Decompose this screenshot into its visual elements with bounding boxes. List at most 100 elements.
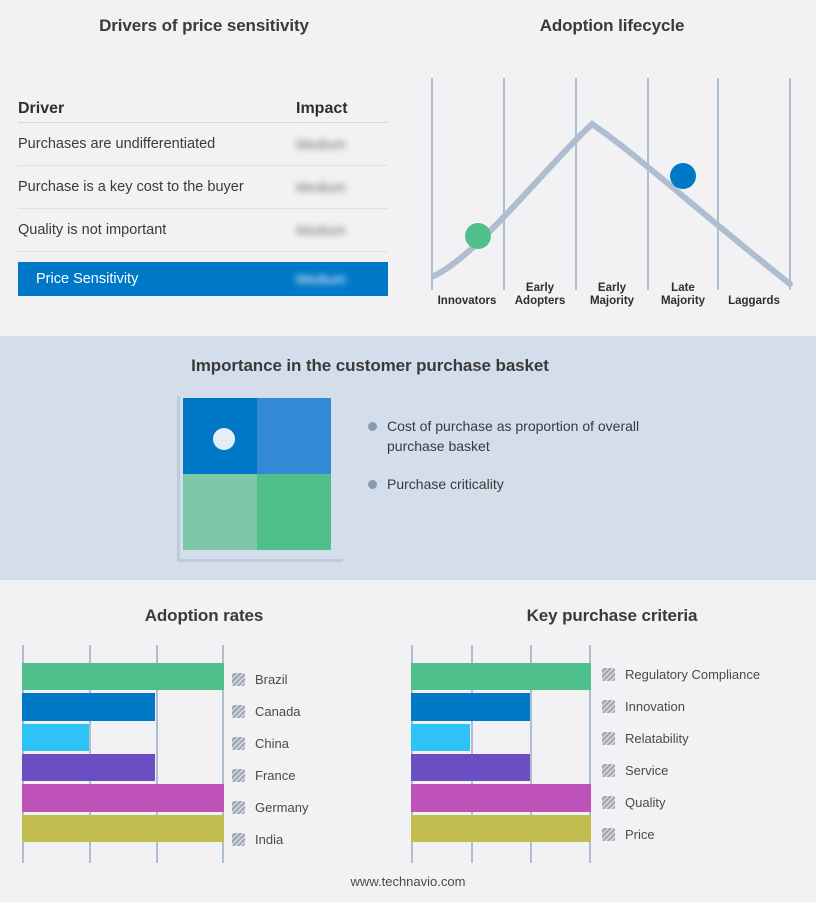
- driver-cell: Purchase is a key cost to the buyer: [18, 179, 244, 195]
- impact-cell-blurred: Medium: [296, 179, 346, 195]
- quadrant-x-axis: [177, 559, 343, 562]
- quadrant-cell-bottom-right: [257, 474, 331, 550]
- importance-legend: Cost of purchase as proportion of overal…: [368, 416, 668, 512]
- bottom-band-background: [0, 580, 816, 902]
- bar: [411, 693, 530, 721]
- hatched-swatch-icon: [602, 763, 615, 777]
- column-header-driver: Driver: [18, 100, 65, 117]
- bar: [22, 663, 224, 691]
- footer-url: www.technavio.com: [350, 874, 466, 889]
- green-marker-icon: [465, 223, 491, 249]
- bar: [22, 693, 156, 721]
- lifecycle-chart-svg: [431, 78, 793, 290]
- importance-panel-title: Importance in the customer purchase bask…: [191, 356, 549, 375]
- drivers-panel: Driver Impact Purchases are undifferenti…: [0, 0, 408, 336]
- segment-label-line2: Majority: [660, 295, 706, 307]
- segment-label-line1: Late: [671, 282, 695, 294]
- legend-item: India: [232, 823, 308, 855]
- bar: [22, 723, 89, 751]
- hatched-swatch-icon: [602, 731, 615, 745]
- segment-label-line2: Majority: [589, 295, 635, 307]
- drivers-panel-title: Drivers of price sensitivity: [99, 16, 309, 35]
- bar: [411, 784, 591, 812]
- quadrant-cell-bottom-left: [183, 474, 257, 550]
- legend-item: Innovation: [602, 690, 760, 722]
- legend-label: France: [255, 767, 296, 783]
- lifecycle-segment-early-adopters: Early Adopters: [504, 282, 576, 308]
- importance-legend-label: Cost of purchase as proportion of overal…: [387, 418, 640, 454]
- impact-cell-blurred: Medium: [296, 136, 346, 152]
- segment-label-line1: Innovators: [437, 295, 497, 307]
- bar: [411, 723, 471, 751]
- legend-item: Service: [602, 754, 760, 786]
- quadrant-cell-top-right: [257, 398, 331, 474]
- lifecycle-segment-laggards: Laggards: [718, 295, 790, 308]
- bullet-icon: [368, 480, 377, 489]
- key-purchase-criteria-legend: Regulatory Compliance Innovation Relatabil…: [602, 658, 760, 850]
- table-row: Purchases are undifferentiated Medium: [18, 123, 388, 166]
- adoption-bars-container: [22, 663, 224, 845]
- hatched-swatch-icon: [232, 736, 245, 750]
- legend-label: Regulatory Compliance: [625, 666, 761, 682]
- key-purchase-criteria-panel-title: Key purchase criteria: [526, 606, 698, 625]
- bar-gridline: [222, 645, 224, 863]
- segment-label-line1: Early: [525, 282, 555, 294]
- drivers-table: Driver Impact Purchases are undifferenti…: [18, 88, 388, 296]
- segment-label-line2: Adopters: [514, 295, 566, 307]
- drivers-table-header: Driver Impact: [18, 88, 388, 123]
- table-row: Purchase is a key cost to the buyer Medi…: [18, 166, 388, 209]
- list-item: Purchase criticality: [368, 474, 668, 494]
- bar: [411, 814, 591, 842]
- legend-label: Germany: [255, 799, 309, 815]
- quadrant-cell-top-left: [183, 398, 257, 474]
- table-row: Quality is not important Medium: [18, 209, 388, 252]
- adoption-curve-line: [431, 120, 793, 287]
- legend-label: Service: [625, 762, 669, 778]
- hatched-swatch-icon: [232, 832, 245, 846]
- legend-item: Canada: [232, 695, 308, 727]
- legend-item: Brazil: [232, 663, 308, 695]
- middle-band-background: [0, 336, 816, 580]
- legend-item: Relatability: [602, 722, 760, 754]
- column-header-impact: Impact: [296, 100, 348, 117]
- legend-label: Relatability: [625, 730, 689, 746]
- hatched-swatch-icon: [602, 827, 615, 841]
- legend-label: Brazil: [255, 671, 288, 687]
- legend-label: Price: [625, 826, 655, 842]
- list-item: Cost of purchase as proportion of overal…: [368, 416, 668, 456]
- lifecycle-segment-late-majority: Late Majority: [648, 282, 718, 308]
- bar-gridline: [589, 645, 591, 863]
- segment-label-line1: Laggards: [728, 295, 780, 307]
- bullet-icon: [368, 422, 377, 431]
- legend-label: India: [255, 831, 284, 847]
- criteria-bars-container: [411, 663, 591, 845]
- quadrant-position-marker: [213, 428, 235, 450]
- lifecycle-panel: Innovators Early Adopters Early Majority…: [408, 0, 816, 336]
- driver-cell: Quality is not important: [18, 222, 167, 238]
- bar: [22, 814, 224, 842]
- hatched-swatch-icon: [232, 768, 245, 782]
- lifecycle-segment-innovators: Innovators: [430, 295, 504, 308]
- adoption-rates-legend: Brazil Canada China France Germany India: [232, 663, 308, 855]
- bar-gridline: [530, 645, 532, 863]
- hatched-swatch-icon: [602, 795, 615, 809]
- legend-item: Quality: [602, 786, 760, 818]
- bar: [22, 754, 156, 782]
- legend-item: France: [232, 759, 308, 791]
- hatched-swatch-icon: [602, 667, 615, 681]
- lifecycle-panel-title: Adoption lifecycle: [539, 16, 685, 35]
- legend-label: Innovation: [625, 698, 685, 714]
- impact-cell-highlighted-blurred: Medium: [296, 271, 346, 287]
- key-purchase-criteria-plot: [411, 645, 591, 863]
- blue-marker-icon: [670, 163, 696, 189]
- driver-cell: Purchases are undifferentiated: [18, 136, 216, 152]
- lifecycle-segment-labels: Innovators Early Adopters Early Majority…: [430, 266, 794, 310]
- hatched-swatch-icon: [232, 800, 245, 814]
- bar-gridline: [156, 645, 158, 863]
- segment-label-line1: Early: [597, 282, 627, 294]
- legend-label: Canada: [255, 703, 301, 719]
- lifecycle-segment-early-majority: Early Majority: [576, 282, 648, 308]
- bar: [411, 663, 591, 691]
- hatched-swatch-icon: [602, 699, 615, 713]
